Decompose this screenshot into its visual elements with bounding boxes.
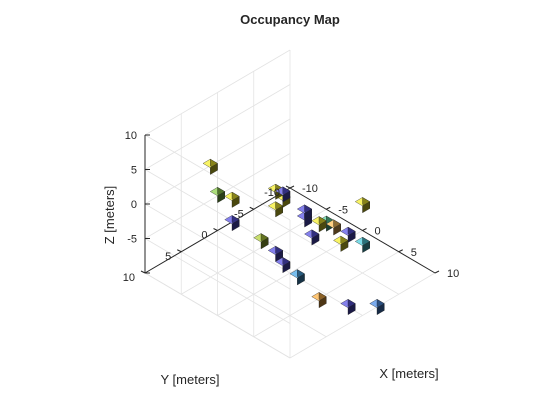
y-tick-mark xyxy=(213,228,218,231)
voxel-right-face xyxy=(297,273,305,286)
voxel-right-face xyxy=(318,296,327,309)
z-tick-label: 10 xyxy=(125,130,137,142)
floor-grid-line xyxy=(144,272,291,359)
y-tick-label: 0 xyxy=(201,230,207,242)
grid-layer xyxy=(144,49,436,359)
occupied-voxel xyxy=(311,216,327,233)
occupied-voxel xyxy=(209,186,226,204)
voxel-right-face xyxy=(231,219,240,232)
voxel-right-face xyxy=(304,208,312,221)
x-tick-label: 10 xyxy=(447,268,459,280)
left-wall-grid-line xyxy=(144,49,291,136)
y-tick-label: 10 xyxy=(123,272,135,284)
z-tick-label: 0 xyxy=(131,199,137,211)
z-axis-label: Z [meters] xyxy=(102,186,117,245)
x-tick-mark xyxy=(326,206,331,210)
x-tick-label: 5 xyxy=(411,247,417,259)
y-tick-label: 5 xyxy=(165,251,171,263)
y-tick-mark xyxy=(140,270,146,274)
occupied-voxel xyxy=(275,257,291,274)
occupied-voxel xyxy=(253,233,269,250)
voxel-right-face xyxy=(362,201,370,214)
occupied-voxel xyxy=(267,245,284,262)
axes-layer xyxy=(140,134,440,274)
z-tick-label: 5 xyxy=(131,165,137,177)
voxel-right-face xyxy=(210,163,218,175)
occupied-voxel xyxy=(296,204,313,221)
occupied-voxel xyxy=(354,197,371,214)
voxel-right-face xyxy=(376,303,385,316)
occupied-voxel xyxy=(202,158,218,175)
x-tick-mark xyxy=(398,249,403,253)
occupied-voxel xyxy=(267,201,284,218)
voxel-right-face xyxy=(333,223,341,236)
occupied-voxel xyxy=(289,269,305,286)
voxel-right-face xyxy=(318,220,327,233)
y-tick-mark xyxy=(285,185,291,189)
voxel-layer xyxy=(202,158,385,316)
tick-labels: -10 -5 0 5 10 10 5 0 -5 -10 10 5 0 -5 xyxy=(123,130,460,284)
occupied-voxel xyxy=(354,236,371,253)
x-tick-label: 0 xyxy=(375,226,381,238)
occupied-voxel xyxy=(325,219,342,236)
occupied-voxel xyxy=(311,292,327,309)
chart-title: Occupancy Map xyxy=(240,12,340,27)
y-tick-mark xyxy=(249,206,254,210)
occupied-voxel xyxy=(340,298,356,316)
z-tick-label: -5 xyxy=(127,234,137,246)
y-tick-mark xyxy=(177,249,182,253)
occupied-voxel xyxy=(275,186,291,203)
x-tick-mark xyxy=(289,185,295,189)
y-tick-label: -10 xyxy=(264,187,280,199)
x-tick-mark xyxy=(362,228,367,231)
left-wall-grid-line xyxy=(144,84,291,170)
voxel-right-face xyxy=(340,240,349,252)
occupied-voxel xyxy=(369,298,385,316)
x-tick-label: -10 xyxy=(302,183,318,195)
occupied-voxel xyxy=(224,191,240,208)
voxel-right-face xyxy=(311,233,320,246)
voxel-right-face xyxy=(260,237,269,250)
y-tick-label: -5 xyxy=(234,208,244,220)
y-axis-label: Y [meters] xyxy=(160,372,219,387)
occupied-voxel xyxy=(333,235,349,252)
floor-grid-line xyxy=(289,272,436,359)
right-wall-grid-line xyxy=(144,203,291,290)
x-axis-label: X [meters] xyxy=(379,366,438,381)
right-wall-grid-line xyxy=(144,134,291,221)
occupied-voxel xyxy=(224,215,240,232)
left-wall-grid-line xyxy=(144,118,291,205)
floor-grid-line xyxy=(253,251,399,338)
voxel-right-face xyxy=(362,241,370,253)
voxel-right-face xyxy=(282,190,291,203)
x-tick-mark xyxy=(434,270,440,274)
x-tick-label: -5 xyxy=(338,204,348,216)
voxel-right-face xyxy=(282,261,291,274)
occupied-voxel xyxy=(304,229,320,246)
voxel-right-face xyxy=(347,303,356,316)
voxel-right-face xyxy=(231,196,240,208)
voxel-right-face xyxy=(275,205,283,218)
